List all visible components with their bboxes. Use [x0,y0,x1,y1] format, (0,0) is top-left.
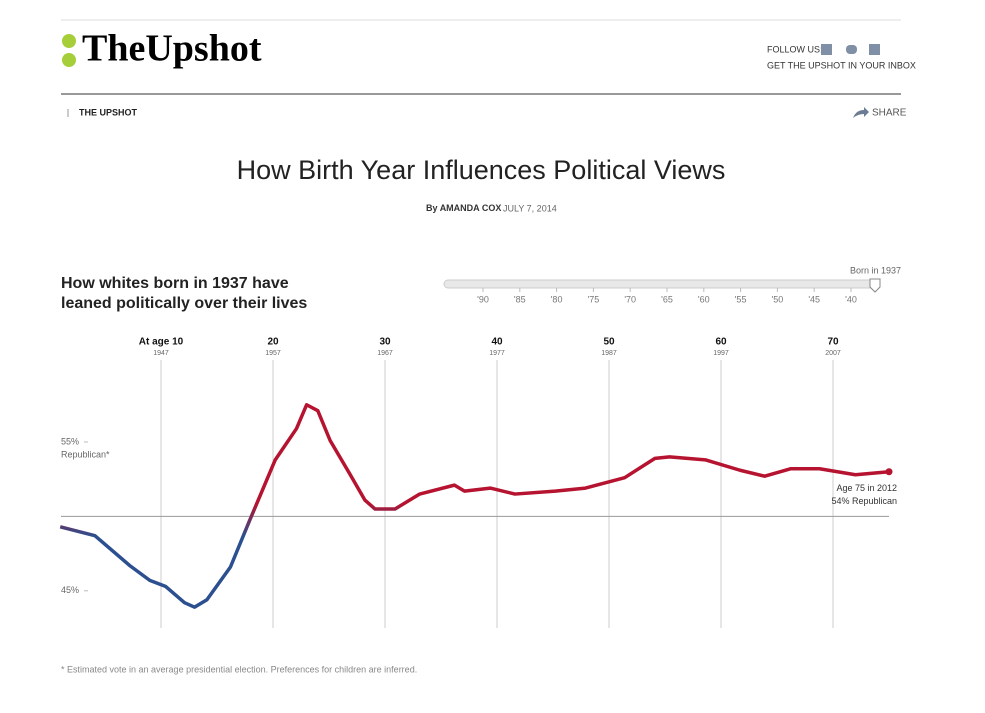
x-tick-label: 20 [267,337,279,348]
author: AMANDA COX [440,203,502,213]
y-tick-label: 55% [61,436,79,446]
slider-label: '40 [845,294,857,304]
x-tick-year: 1967 [377,350,393,357]
follow-us: FOLLOW US: [767,44,823,54]
x-tick-label: 70 [827,337,839,348]
inbox-link[interactable]: GET THE UPSHOT IN YOUR INBOX [767,60,916,70]
x-tick-year: 1987 [601,350,617,357]
x-tick-year: 1947 [153,350,169,357]
x-tick-label: 50 [603,337,615,348]
y-axis-label: Republican* [61,449,110,459]
annotation: 54% Republican [831,496,897,506]
date: JULY 7, 2014 [503,203,557,213]
logo-dot [62,53,76,67]
logo: TheUpshot [82,28,262,70]
title: How Birth Year Influences Political View… [237,155,726,185]
x-tick-label: 30 [379,337,391,348]
slider-label: '65 [661,294,673,304]
slider-track[interactable] [443,279,881,289]
end-point [885,468,893,476]
by: By [426,203,438,213]
y-tick-label: 45% [61,585,79,595]
x-tick-year: 1957 [265,350,281,357]
x-tick-label: 60 [715,337,727,348]
slider-label: '55 [735,294,747,304]
x-tick-label: At age 10 [139,337,184,348]
slider-label: '75 [588,294,600,304]
x-tick-year: 1977 [489,350,505,357]
annotation: Age 75 in 2012 [836,483,897,493]
rss-icon[interactable] [869,44,880,55]
slider-label: '90 [477,294,489,304]
chart-subtitle: How whites born in 1937 have leaned poli… [61,275,308,312]
share[interactable]: SHARE [872,108,907,119]
slider-selected: Born in 1937 [850,265,901,275]
x-tick-year: 1997 [713,350,729,357]
share-icon[interactable] [853,107,869,118]
footnote: * Estimated vote in an average president… [61,664,417,674]
slider-handle[interactable] [869,278,881,293]
slider-label: '70 [624,294,636,304]
byline: By AMANDA COX [426,203,501,213]
slider-label: '50 [772,294,784,304]
slider-label: '45 [808,294,820,304]
logo-dot [62,34,76,48]
facebook-icon[interactable] [821,44,832,55]
x-tick-label: 40 [491,337,503,348]
x-tick-year: 2007 [825,350,841,357]
section-link[interactable]: THE UPSHOT [79,107,138,117]
slider-label: '85 [514,294,526,304]
slider-label: '60 [698,294,710,304]
series-line [59,403,890,609]
slider-label: '80 [551,294,563,304]
twitter-icon[interactable] [846,45,857,54]
